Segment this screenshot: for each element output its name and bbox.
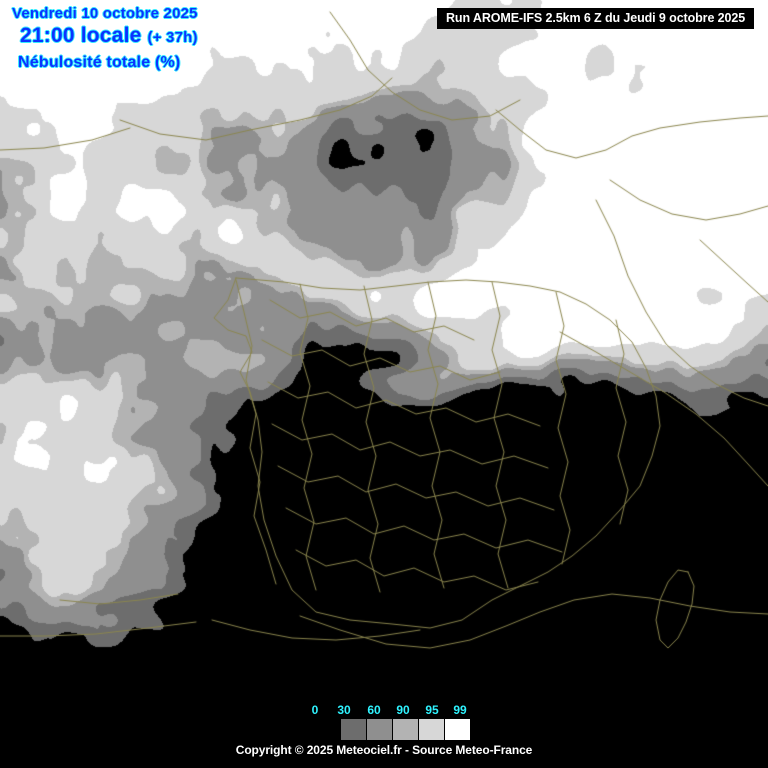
- model-run-banner: Run AROME-IFS 2.5km 6 Z du Jeudi 9 octob…: [437, 8, 755, 29]
- colorbar-tick-95: 95: [425, 703, 439, 717]
- colorbar-tick-90: 90: [396, 703, 410, 717]
- colorbar-tick-30: 30: [337, 703, 351, 717]
- forecast-time: 21:00 locale (+ 37h): [12, 23, 198, 47]
- colorbar-legend: 0 30 60 90 95 99: [308, 703, 480, 740]
- copyright-notice: Copyright © 2025 Meteociel.fr - Source M…: [235, 743, 533, 757]
- colorbar-swatch-90: [393, 719, 419, 740]
- colorbar-swatch-95: [419, 719, 445, 740]
- colorbar-tick-0: 0: [311, 703, 319, 717]
- forecast-date: Vendredi 10 octobre 2025: [12, 5, 198, 22]
- forecast-time-value: 21:00 locale: [20, 23, 142, 47]
- forecast-header: Vendredi 10 octobre 2025 21:00 locale (+…: [0, 0, 198, 72]
- colorbar-swatch-0: [315, 719, 341, 740]
- forecast-parameter: Nébulosité totale (%): [18, 54, 181, 72]
- colorbar-tick-99: 99: [453, 703, 467, 717]
- colorbar-tick-60: 60: [367, 703, 381, 717]
- colorbar-swatch-30: [341, 719, 367, 740]
- colorbar-swatch-99: [445, 719, 470, 740]
- colorbar-tick-labels: 0 30 60 90 95 99: [308, 703, 480, 719]
- colorbar-swatch-60: [367, 719, 393, 740]
- colorbar-swatches: [315, 719, 470, 740]
- forecast-lead-time: (+ 37h): [147, 28, 198, 46]
